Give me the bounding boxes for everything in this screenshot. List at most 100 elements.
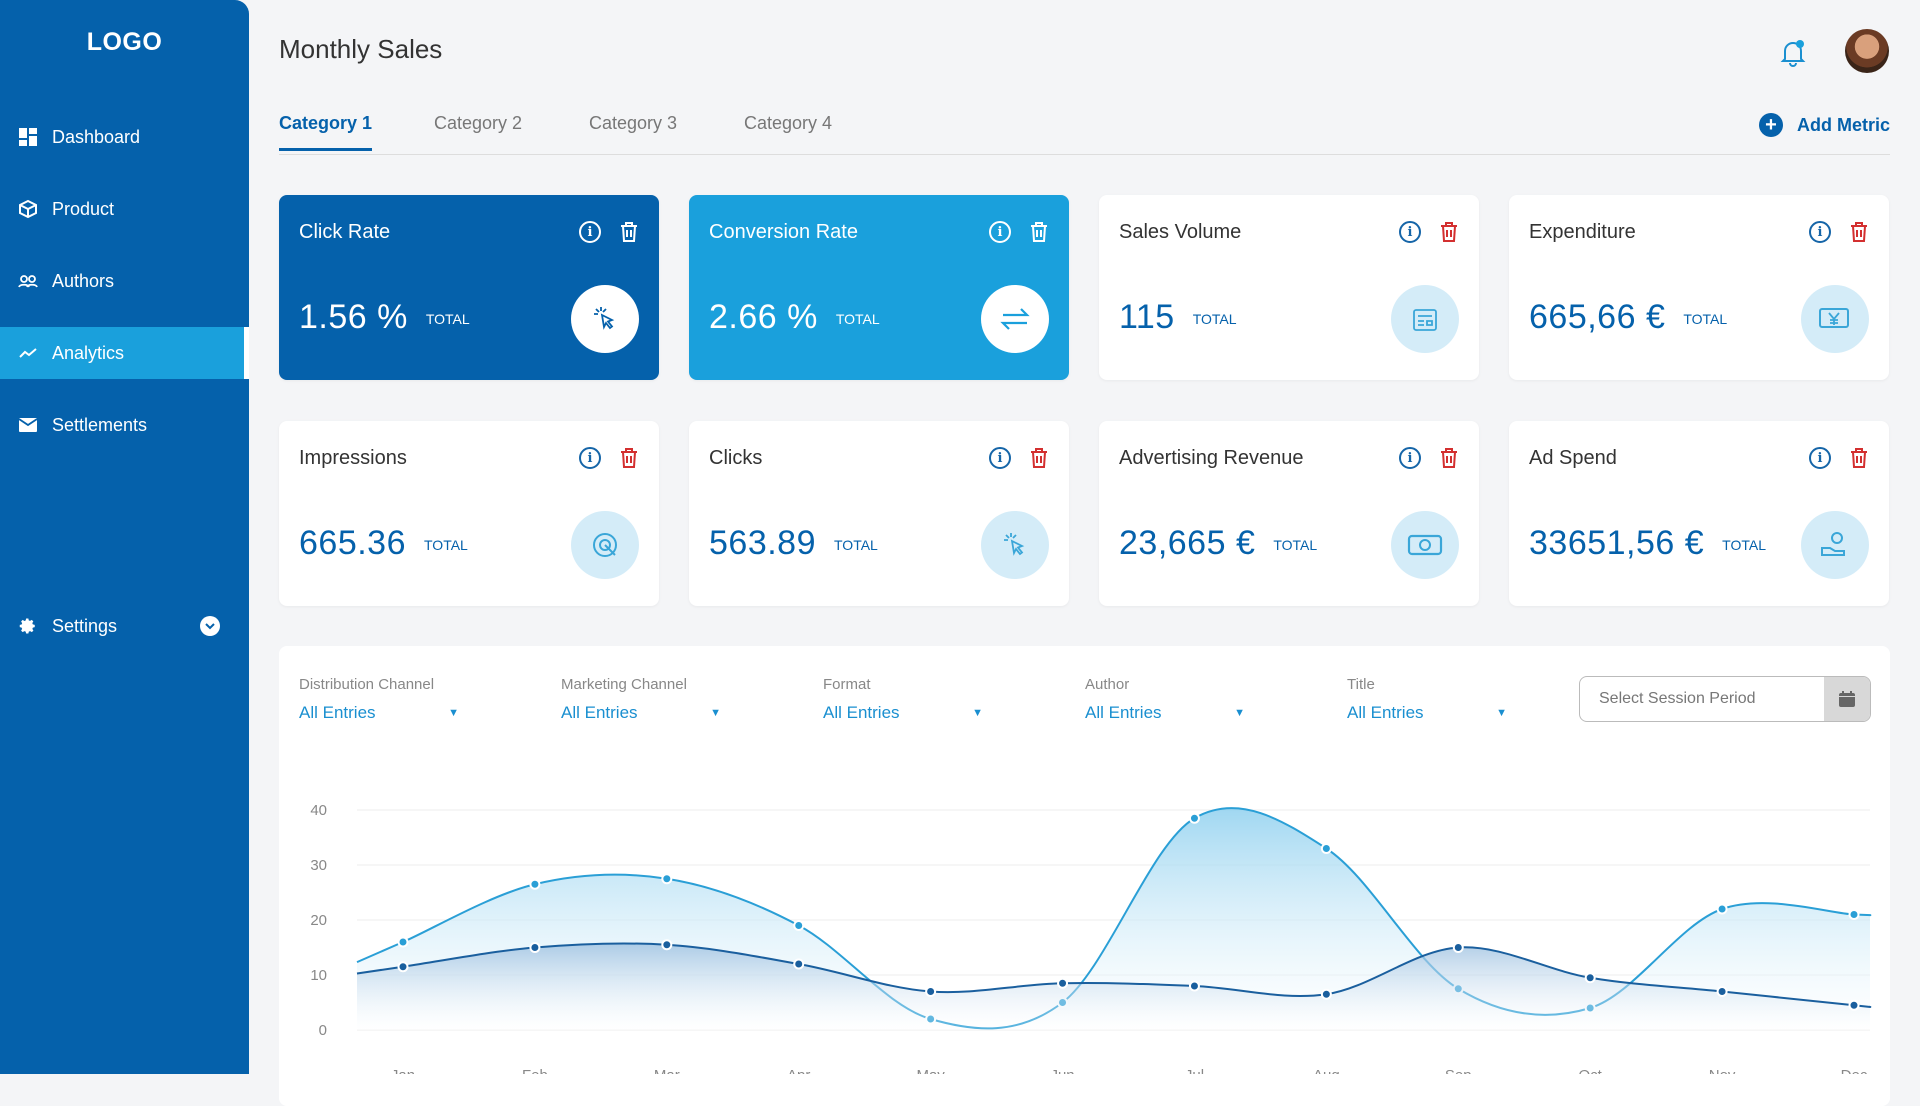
filter-dropdown[interactable]: All Entries ▼ <box>1085 703 1245 722</box>
metric-card-click-rate[interactable]: Click Rate i 1.56 % TOTAL <box>279 195 659 380</box>
trash-icon[interactable] <box>619 221 639 248</box>
users-icon <box>18 271 38 291</box>
info-icon[interactable]: i <box>1809 447 1831 469</box>
tab-category-1[interactable]: Category 1 <box>279 113 373 151</box>
tab-category-3[interactable]: Category 3 <box>589 113 678 133</box>
trash-icon[interactable] <box>1029 447 1049 474</box>
info-icon[interactable]: i <box>1399 447 1421 469</box>
info-icon[interactable]: i <box>579 221 601 243</box>
card-title: Advertising Revenue <box>1119 447 1304 469</box>
mail-icon <box>18 415 38 435</box>
trash-icon[interactable] <box>1029 221 1049 248</box>
data-point[interactable] <box>661 939 673 951</box>
filter-dropdown[interactable]: All Entries ▼ <box>823 703 983 722</box>
data-point[interactable] <box>1057 977 1069 989</box>
sidebar-item-label: Dashboard <box>52 126 141 147</box>
caret-down-icon: ▼ <box>1496 707 1507 719</box>
x-tick-label: Jan <box>391 1067 415 1074</box>
filter-title: Title All Entries ▼ <box>1347 676 1507 723</box>
series-area-2 <box>357 943 1871 1030</box>
info-icon[interactable]: i <box>1399 221 1421 243</box>
data-point[interactable] <box>1452 942 1464 953</box>
chevron-down-icon[interactable] <box>200 616 220 636</box>
metric-card-ad-spend[interactable]: Ad Spend i 33651,56 € TOTAL <box>1509 421 1889 606</box>
yen-bill-icon <box>1801 285 1869 353</box>
avatar[interactable] <box>1845 29 1889 73</box>
tab-category-4[interactable]: Category 4 <box>744 113 833 133</box>
sidebar-item-settings[interactable]: Settings <box>0 600 249 652</box>
filter-label: Title <box>1347 676 1375 693</box>
target-icon <box>571 511 639 579</box>
info-icon[interactable]: i <box>579 447 601 469</box>
y-tick-label: 0 <box>319 1022 327 1039</box>
add-metric-button[interactable]: + Add Metric <box>1758 113 1890 137</box>
sidebar-item-label: Product <box>52 198 115 219</box>
data-point[interactable] <box>1848 909 1860 920</box>
filter-dropdown[interactable]: All Entries ▼ <box>561 703 721 722</box>
data-point[interactable] <box>925 986 937 997</box>
card-unit: TOTAL <box>424 537 468 553</box>
data-point[interactable] <box>397 936 409 948</box>
metric-card-sales-volume[interactable]: Sales Volume i 115 TOTAL <box>1099 195 1479 380</box>
filter-author: Author All Entries ▼ <box>1085 676 1245 723</box>
data-point[interactable] <box>1848 999 1860 1011</box>
sidebar-item-authors[interactable]: Authors <box>0 255 249 307</box>
tab-category-2[interactable]: Category 2 <box>434 113 523 133</box>
trash-icon[interactable] <box>1439 447 1459 474</box>
sidebar-item-label: Analytics <box>52 342 125 363</box>
y-tick-label: 40 <box>310 802 327 819</box>
card-unit: TOTAL <box>1683 311 1728 327</box>
info-icon[interactable]: i <box>1809 221 1831 243</box>
metric-card-conversion-rate[interactable]: Conversion Rate i 2.66 % TOTAL <box>689 195 1069 380</box>
sidebar-item-analytics[interactable]: Analytics <box>0 327 249 379</box>
data-point[interactable] <box>529 942 541 953</box>
data-point[interactable] <box>793 920 805 931</box>
metric-card-advertising-revenue[interactable]: Advertising Revenue i 23,665 € TOTAL <box>1099 421 1479 606</box>
x-tick-label: May <box>916 1067 945 1074</box>
card-value: 115 <box>1119 298 1175 336</box>
filter-format: Format All Entries ▼ <box>823 676 983 723</box>
session-period-input[interactable]: Select Session Period <box>1599 690 1756 707</box>
data-point[interactable] <box>397 961 409 973</box>
card-title: Sales Volume <box>1119 221 1242 243</box>
card-title: Impressions <box>299 447 407 469</box>
filter-label: Marketing Channel <box>561 676 687 693</box>
sidebar-item-product[interactable]: Product <box>0 183 249 235</box>
trash-icon[interactable] <box>1849 221 1869 248</box>
data-point[interactable] <box>793 958 805 970</box>
dashboard-icon <box>18 127 38 147</box>
info-icon[interactable]: i <box>989 221 1011 243</box>
data-point[interactable] <box>1320 988 1332 1000</box>
card-value: 665,66 € <box>1529 298 1666 336</box>
session-period-picker[interactable]: Select Session Period <box>1579 676 1871 722</box>
card-value: 563.89 <box>709 524 816 562</box>
metric-card-clicks[interactable]: Clicks i 563.89 TOTAL <box>689 421 1069 606</box>
filter-dropdown[interactable]: All Entries ▼ <box>1347 703 1507 722</box>
data-point[interactable] <box>1716 903 1728 915</box>
sidebar-item-label: Authors <box>52 270 115 291</box>
metric-card-impressions[interactable]: Impressions i 665.36 TOTAL <box>279 421 659 606</box>
metric-card-expenditure[interactable]: Expenditure i 665,66 € TOTAL <box>1509 195 1889 380</box>
sidebar-item-dashboard[interactable]: Dashboard <box>0 111 249 163</box>
card-unit: TOTAL <box>1722 537 1766 553</box>
x-tick-label: Mar <box>654 1067 680 1074</box>
card-title: Clicks <box>709 447 763 469</box>
trash-icon[interactable] <box>1849 447 1869 474</box>
data-point[interactable] <box>1716 986 1728 997</box>
data-point[interactable] <box>1584 972 1596 984</box>
x-tick-label: Jun <box>1050 1067 1074 1074</box>
filter-dropdown[interactable]: All Entries ▼ <box>299 703 459 722</box>
trash-icon[interactable] <box>619 447 639 474</box>
data-point[interactable] <box>1188 812 1200 824</box>
data-point[interactable] <box>661 873 673 885</box>
sidebar-item-label: Settings <box>52 615 118 636</box>
data-point[interactable] <box>1320 843 1332 854</box>
sidebar-item-settlements[interactable]: Settlements <box>0 399 249 451</box>
notification-bell-icon[interactable] <box>1779 38 1807 73</box>
info-icon[interactable]: i <box>989 447 1011 469</box>
trash-icon[interactable] <box>1439 221 1459 248</box>
sales-area-chart: 0 10 20 30 40 Jan Feb Mar Apr May Jun Jul Aug Sep Oct N… <box>310 802 1872 1074</box>
data-point[interactable] <box>529 878 541 890</box>
calendar-icon[interactable] <box>1824 677 1870 721</box>
data-point[interactable] <box>1188 980 1200 992</box>
